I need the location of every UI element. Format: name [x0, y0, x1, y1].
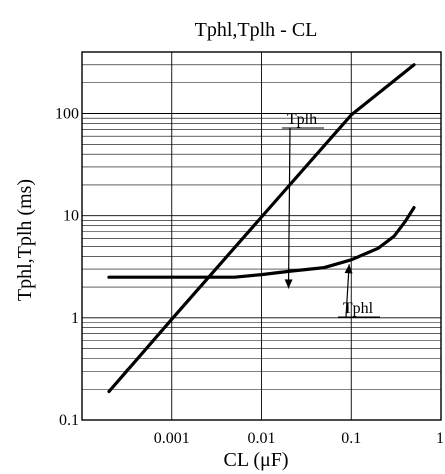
x-tick-label: 1	[436, 430, 444, 447]
y-tick-label: 100	[55, 106, 79, 123]
series-line-tphl	[107, 206, 416, 279]
x-tick-label: 0.1	[341, 430, 361, 447]
chart-title: Tphl,Tplh - CL	[195, 19, 318, 41]
tplh-arrowhead	[284, 279, 293, 289]
y-tick-label: 0.1	[59, 412, 79, 429]
tplh-leader	[287, 127, 291, 289]
tplh-label: Tplh	[287, 111, 317, 128]
tick-labels: 0.001 0.01 0.1 1 0.1 1 10 100	[55, 106, 444, 447]
y-axis-label: Tphl,Tplh (ms)	[14, 179, 36, 301]
x-axis-label: CL (μF)	[224, 449, 289, 471]
plot-area-frame	[81, 51, 442, 421]
y-tick-label: 10	[63, 208, 79, 225]
curve-annotations: Tplh Tphl	[282, 111, 380, 318]
data-curves	[107, 63, 416, 394]
grid	[82, 52, 441, 420]
tphl-label: Tphl	[343, 300, 374, 317]
y-tick-label: 1	[71, 310, 79, 327]
x-tick-label: 0.001	[154, 430, 190, 447]
series-line-tplh	[107, 63, 416, 394]
x-tick-label: 0.01	[248, 430, 276, 447]
tphl-arrowhead	[344, 264, 353, 274]
